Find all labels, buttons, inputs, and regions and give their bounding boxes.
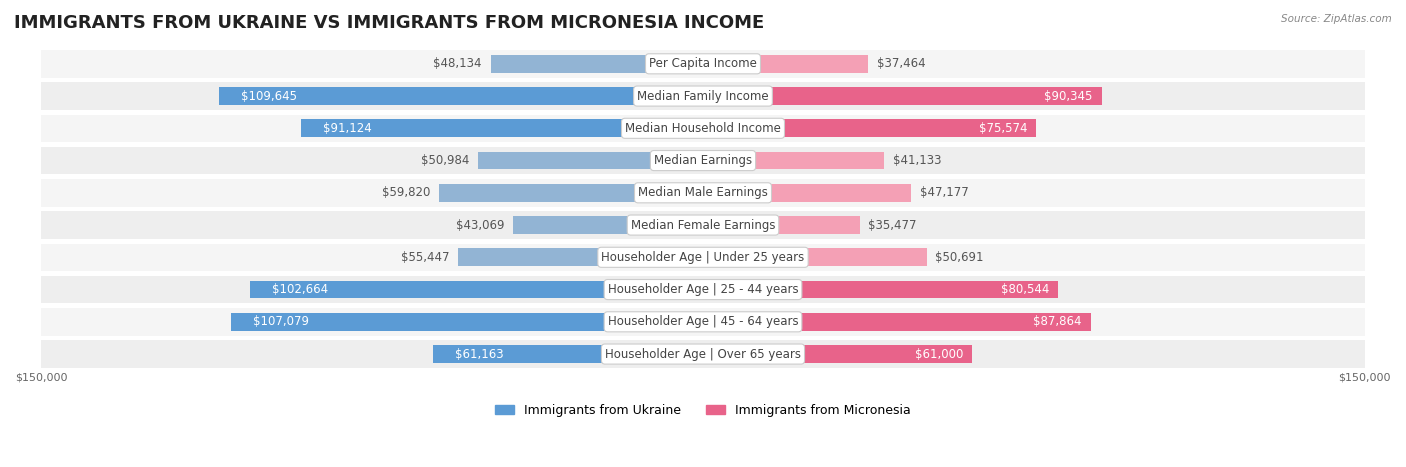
Text: $107,079: $107,079 <box>253 315 309 328</box>
Bar <box>41 244 1365 271</box>
Text: $61,000: $61,000 <box>915 347 963 361</box>
Text: IMMIGRANTS FROM UKRAINE VS IMMIGRANTS FROM MICRONESIA INCOME: IMMIGRANTS FROM UKRAINE VS IMMIGRANTS FR… <box>14 14 765 32</box>
Text: $48,134: $48,134 <box>433 57 482 71</box>
Text: Source: ZipAtlas.com: Source: ZipAtlas.com <box>1281 14 1392 24</box>
Bar <box>41 147 1365 174</box>
Bar <box>703 281 1059 298</box>
Bar <box>301 120 703 137</box>
Bar <box>478 152 703 170</box>
Bar <box>41 340 1365 368</box>
Bar <box>703 184 911 202</box>
Text: Householder Age | 45 - 64 years: Householder Age | 45 - 64 years <box>607 315 799 328</box>
Text: $43,069: $43,069 <box>456 219 505 232</box>
Bar <box>513 216 703 234</box>
Text: $102,664: $102,664 <box>273 283 328 296</box>
Text: $61,163: $61,163 <box>456 347 503 361</box>
Text: $55,447: $55,447 <box>401 251 450 264</box>
Text: Per Capita Income: Per Capita Income <box>650 57 756 71</box>
Bar <box>41 179 1365 206</box>
Bar <box>250 281 703 298</box>
Text: Median Male Earnings: Median Male Earnings <box>638 186 768 199</box>
Bar <box>703 87 1101 105</box>
Bar <box>41 50 1365 78</box>
Bar <box>491 55 703 73</box>
Text: $87,864: $87,864 <box>1033 315 1081 328</box>
Text: $50,984: $50,984 <box>420 154 470 167</box>
Bar <box>703 313 1091 331</box>
Bar <box>439 184 703 202</box>
Text: $109,645: $109,645 <box>242 90 297 103</box>
Bar <box>703 55 869 73</box>
Bar <box>703 216 859 234</box>
Bar <box>219 87 703 105</box>
Text: Householder Age | Under 25 years: Householder Age | Under 25 years <box>602 251 804 264</box>
Bar <box>703 345 972 363</box>
Text: Median Household Income: Median Household Income <box>626 122 780 135</box>
Text: $41,133: $41,133 <box>893 154 942 167</box>
Text: $59,820: $59,820 <box>382 186 430 199</box>
Bar <box>433 345 703 363</box>
Bar <box>231 313 703 331</box>
Legend: Immigrants from Ukraine, Immigrants from Micronesia: Immigrants from Ukraine, Immigrants from… <box>491 399 915 422</box>
Text: $80,544: $80,544 <box>1001 283 1049 296</box>
Bar <box>41 114 1365 142</box>
Text: Median Earnings: Median Earnings <box>654 154 752 167</box>
Bar <box>703 120 1036 137</box>
Bar <box>41 212 1365 239</box>
Bar <box>41 276 1365 303</box>
Text: Median Female Earnings: Median Female Earnings <box>631 219 775 232</box>
Bar <box>703 152 884 170</box>
Text: Householder Age | Over 65 years: Householder Age | Over 65 years <box>605 347 801 361</box>
Bar <box>41 82 1365 110</box>
Text: $37,464: $37,464 <box>877 57 925 71</box>
Text: Median Family Income: Median Family Income <box>637 90 769 103</box>
Text: $91,124: $91,124 <box>323 122 371 135</box>
Bar <box>458 248 703 266</box>
Text: $50,691: $50,691 <box>935 251 984 264</box>
Text: $47,177: $47,177 <box>920 186 969 199</box>
Text: $35,477: $35,477 <box>869 219 917 232</box>
Text: $90,345: $90,345 <box>1045 90 1092 103</box>
Text: $75,574: $75,574 <box>979 122 1028 135</box>
Bar <box>703 248 927 266</box>
Text: Householder Age | 25 - 44 years: Householder Age | 25 - 44 years <box>607 283 799 296</box>
Bar <box>41 308 1365 335</box>
